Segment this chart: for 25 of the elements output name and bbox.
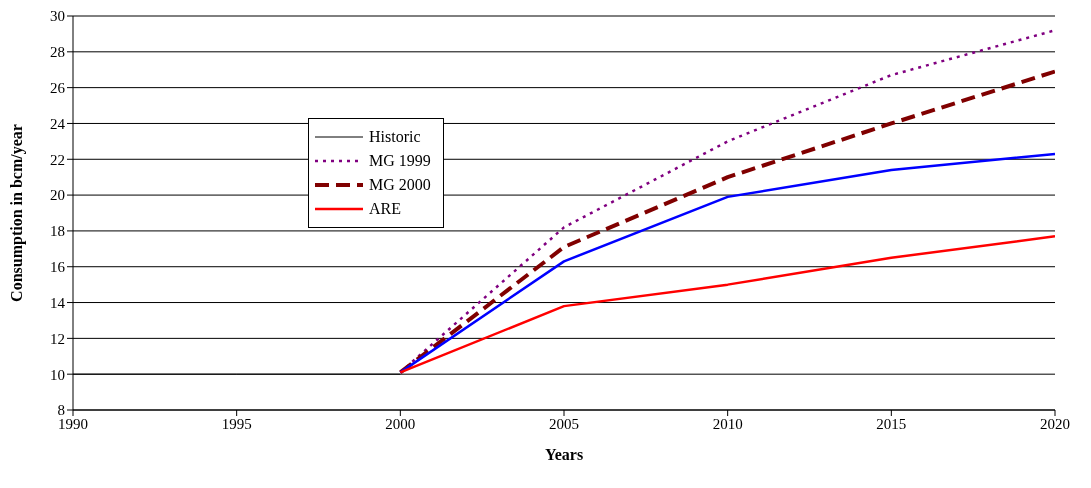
y-tick-label: 10 [50, 366, 65, 383]
y-tick-label: 20 [50, 187, 65, 204]
legend-label: MG 1999 [369, 152, 431, 170]
x-axis-title: Years [544, 446, 584, 463]
legend-label: MG 2000 [369, 176, 431, 194]
y-tick-label: 12 [50, 330, 65, 347]
x-tick-label: 2005 [549, 415, 579, 432]
y-tick-label: 30 [50, 8, 65, 25]
legend-label: Historic [369, 128, 421, 146]
x-tick-label: 2015 [876, 415, 907, 432]
line-series [399, 235, 1055, 374]
y-tick-label: 24 [50, 115, 66, 132]
line-series [399, 152, 1055, 374]
y-tick-label: 16 [50, 259, 66, 276]
legend-label: ARE [369, 200, 401, 218]
y-tick-label: 14 [50, 294, 66, 311]
y-tick-label: 26 [50, 79, 66, 96]
y-axis-title: Consumption in bcm/year [7, 124, 26, 302]
y-tick-label: 18 [50, 223, 65, 240]
x-tick-label: 1995 [221, 415, 252, 432]
x-tick-label: 2000 [385, 415, 416, 432]
y-tick-label: 22 [50, 151, 65, 168]
x-tick-label: 2020 [1040, 415, 1070, 432]
y-tick-label: 28 [50, 44, 65, 61]
x-tick-label: 2010 [712, 415, 743, 432]
